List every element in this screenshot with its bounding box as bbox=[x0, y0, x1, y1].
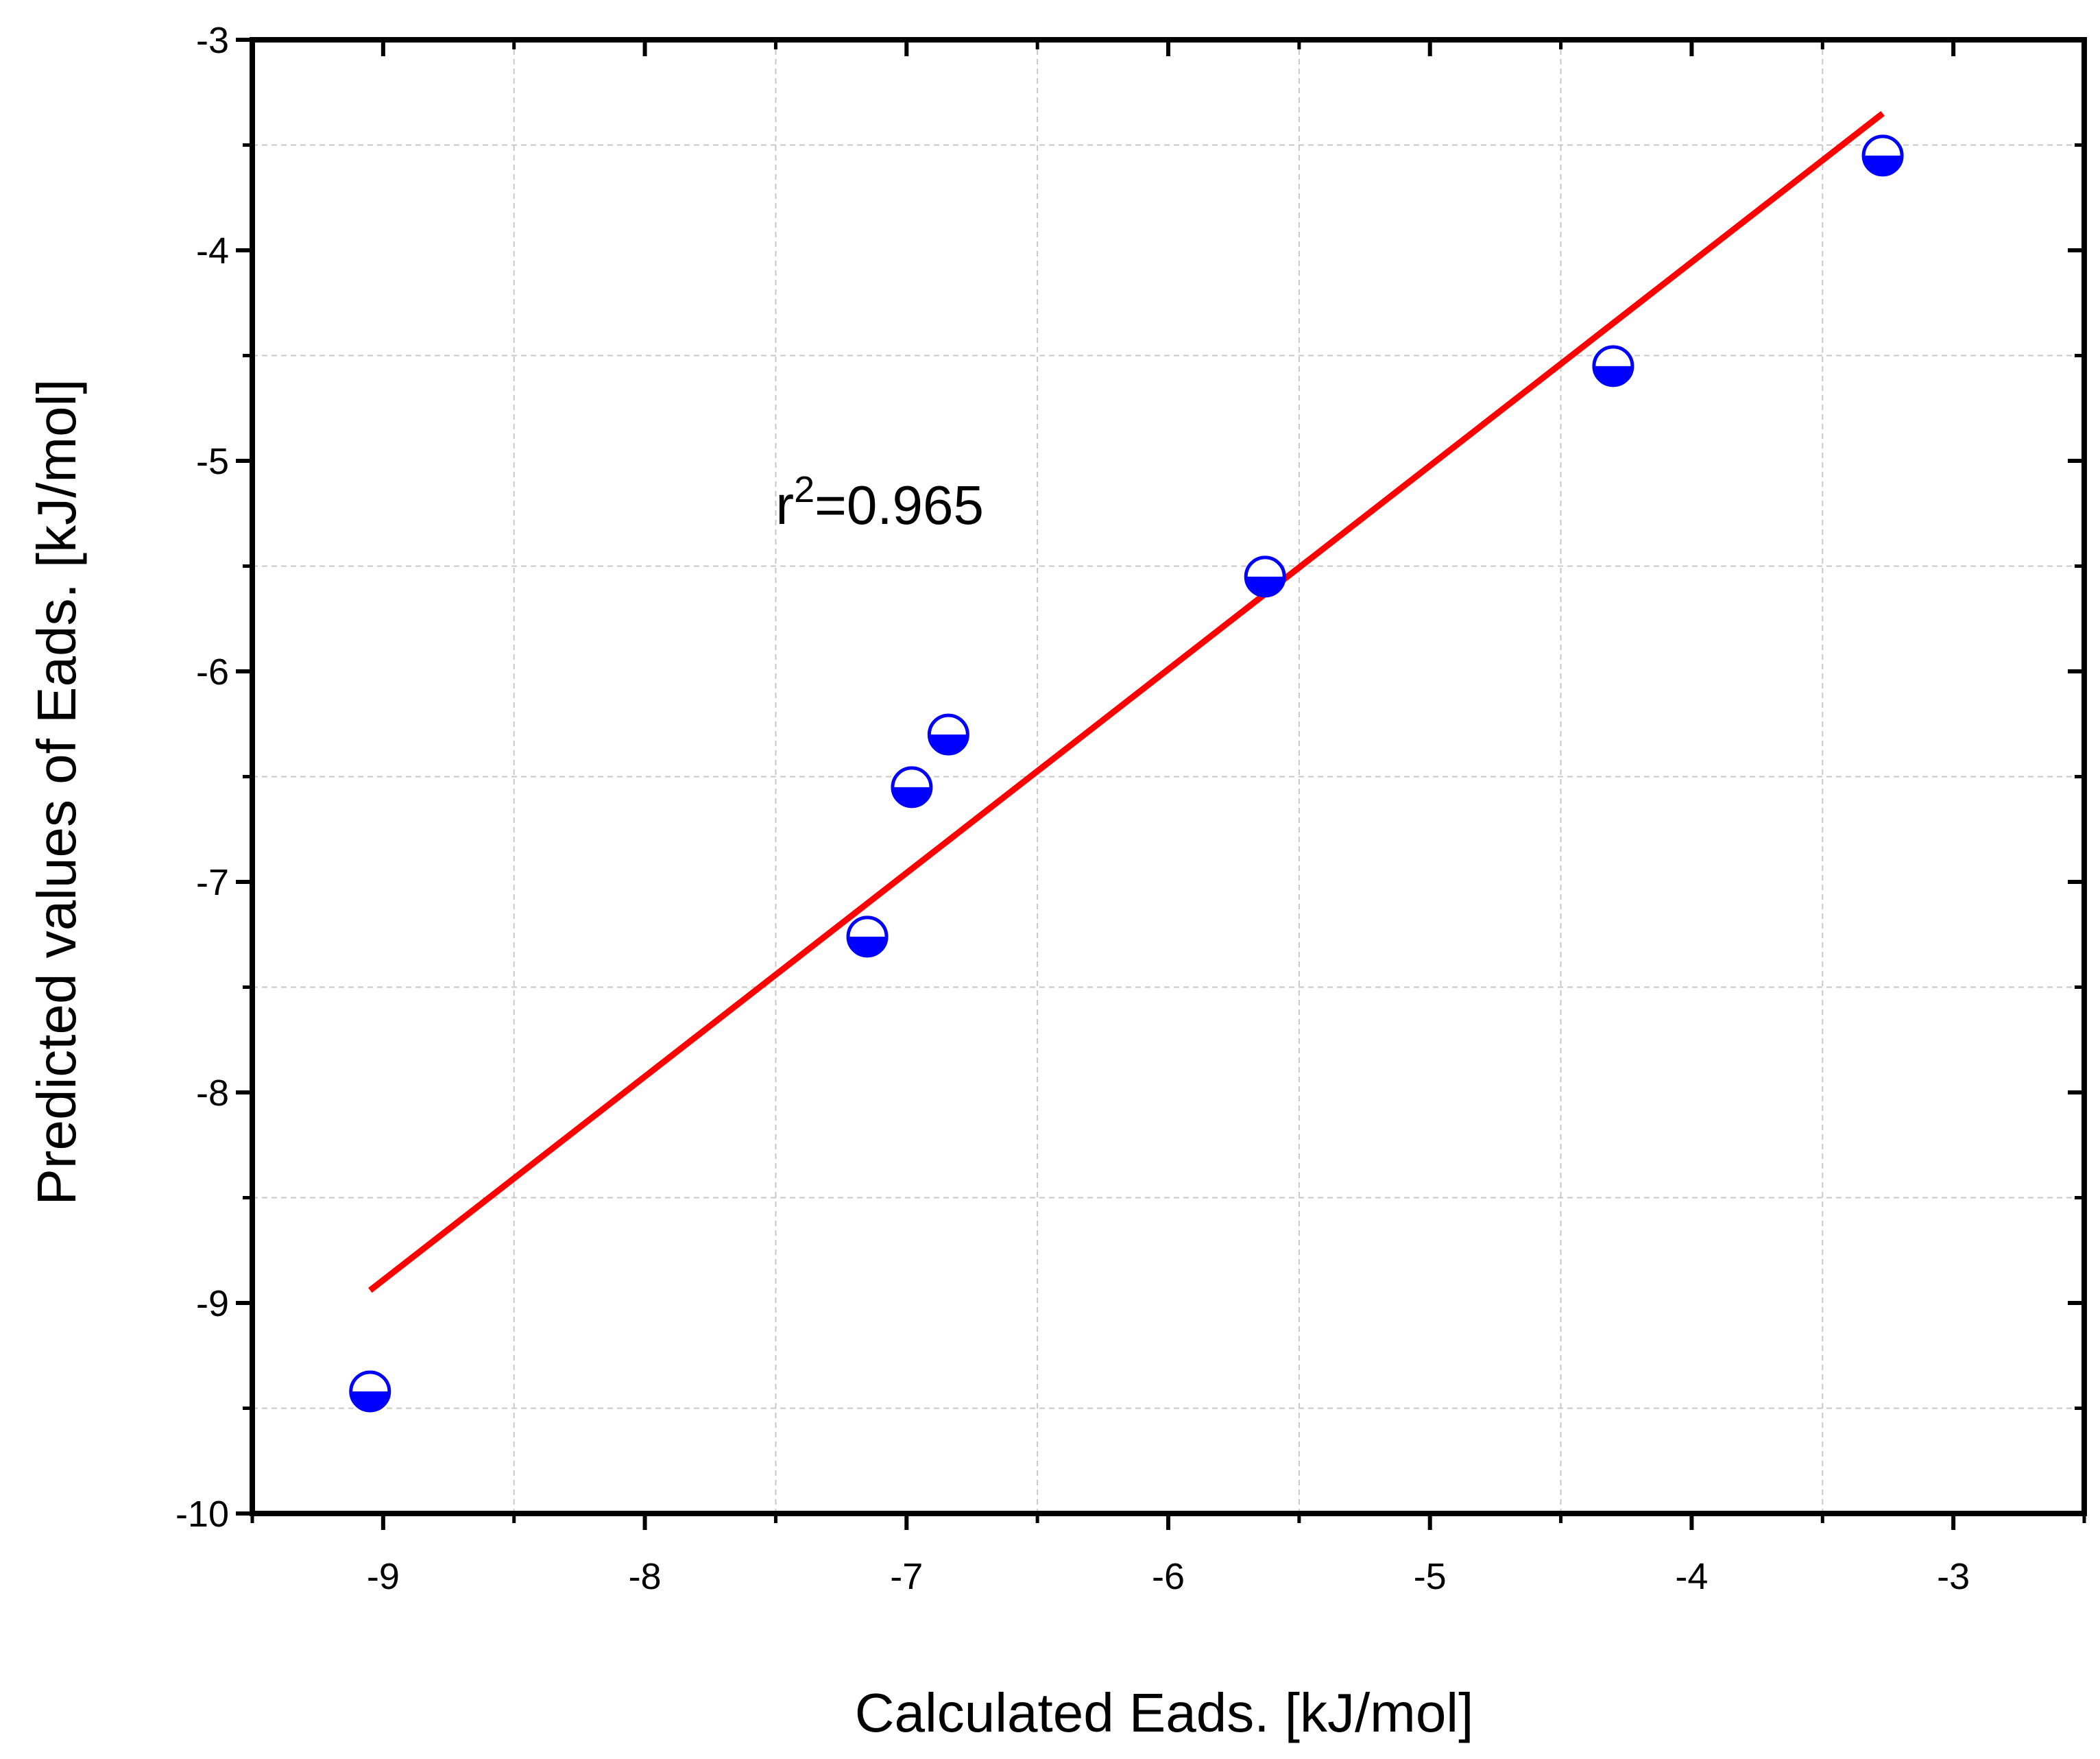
data-point bbox=[927, 713, 969, 756]
x-tick-label: -9 bbox=[367, 1556, 400, 1597]
y-tick-label: -10 bbox=[176, 1494, 229, 1535]
x-tick-label: -5 bbox=[1414, 1556, 1447, 1597]
y-tick-labels: -10 -9 -8 -7 -6 -5 -4 -3 bbox=[176, 20, 229, 1535]
grid bbox=[252, 40, 2084, 1513]
x-axis-title: Calculated Eads. [kJ/mol] bbox=[855, 1682, 1474, 1743]
y-tick-label: -8 bbox=[196, 1073, 229, 1114]
r-squared-annotation: r2=0.965 bbox=[775, 469, 984, 536]
y-tick-label: -3 bbox=[196, 20, 229, 61]
x-tick-label: -7 bbox=[890, 1556, 923, 1597]
data-point bbox=[1244, 555, 1286, 598]
data-point-fill bbox=[1593, 366, 1632, 385]
data-point-fill bbox=[1863, 155, 1903, 175]
annotation-base: r bbox=[775, 475, 794, 536]
data-points bbox=[349, 134, 1904, 1413]
axes bbox=[236, 37, 2087, 1530]
y-axis-title: Predicted values of Eads. [kJ/mol] bbox=[26, 379, 87, 1206]
data-point bbox=[1592, 345, 1634, 387]
y-tick-label: -4 bbox=[196, 230, 229, 272]
y-tick-label: -9 bbox=[196, 1283, 229, 1324]
data-point-fill bbox=[929, 734, 968, 754]
annotation-sup: 2 bbox=[794, 469, 814, 510]
annotation-value: =0.965 bbox=[814, 475, 984, 536]
x-tick-label: -8 bbox=[629, 1556, 662, 1597]
y-tick-label: -7 bbox=[196, 862, 229, 903]
data-point-fill bbox=[1246, 576, 1285, 596]
fit-line bbox=[368, 110, 1885, 1293]
y-tick-label: -6 bbox=[196, 651, 229, 693]
data-point-fill bbox=[350, 1391, 389, 1411]
y-tick-label: -5 bbox=[196, 441, 229, 482]
data-point-fill bbox=[892, 787, 931, 806]
x-tick-label: -3 bbox=[1937, 1556, 1970, 1597]
data-point-fill bbox=[848, 936, 887, 956]
data-point bbox=[1861, 134, 1904, 177]
x-tick-labels: -9 -8 -7 -6 -5 -4 -3 bbox=[367, 1556, 1970, 1597]
data-point bbox=[846, 916, 889, 958]
x-tick-label: -6 bbox=[1152, 1556, 1185, 1597]
data-point bbox=[349, 1370, 391, 1413]
x-tick-label: -4 bbox=[1675, 1556, 1708, 1597]
data-point bbox=[891, 766, 933, 809]
fit-line-layer bbox=[368, 110, 1885, 1293]
